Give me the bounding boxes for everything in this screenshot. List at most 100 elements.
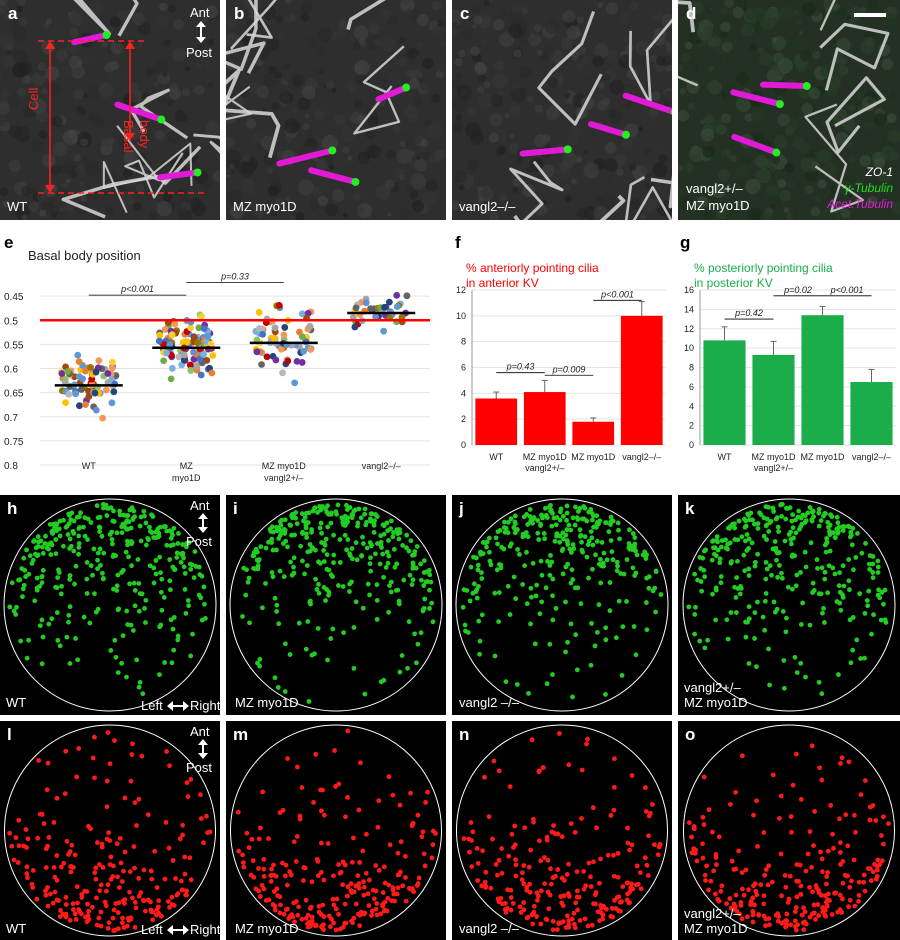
cilium-dot — [776, 529, 781, 534]
cilium-dot — [837, 589, 843, 595]
cilium-dot — [736, 518, 742, 524]
cilium-dot — [810, 580, 816, 586]
cilium-dot — [164, 749, 170, 754]
cilium-dot — [159, 576, 165, 582]
cilium-dot — [748, 899, 754, 905]
cilium-dot — [58, 864, 64, 870]
cilium-dot — [263, 581, 268, 586]
cilium-dot — [620, 624, 626, 630]
cilium-dot — [246, 845, 252, 851]
cilium-dot — [710, 539, 715, 544]
cilium-dot — [360, 605, 366, 611]
cilium-dot — [871, 612, 876, 618]
cilium-dot — [816, 913, 822, 919]
cilium-dot — [845, 843, 851, 849]
cilium-dot — [146, 537, 151, 543]
cilium-dot — [66, 619, 71, 625]
cilium-dot — [309, 914, 315, 920]
cilium-dot — [115, 926, 121, 932]
data-point — [393, 303, 401, 311]
cilium-dot — [737, 591, 743, 597]
cilium-dot — [269, 536, 275, 542]
cilium-dot — [24, 655, 30, 661]
cilium-dot — [124, 608, 130, 614]
cilium-dot — [106, 920, 112, 926]
cilium-dot — [388, 579, 394, 585]
cilium-dot — [555, 831, 561, 837]
x-tick-label: vangl2–/– — [622, 452, 661, 462]
cilium-dot — [403, 898, 409, 904]
cilium-dot — [852, 903, 858, 909]
cilium-dot — [170, 858, 176, 863]
cilium-dot — [568, 821, 574, 827]
cilium-dot — [716, 834, 722, 840]
cilium-dot — [374, 582, 380, 588]
cilium-dot — [119, 879, 125, 884]
cilium-dot — [260, 605, 265, 611]
cilium-dot — [382, 880, 388, 886]
cilium-dot — [530, 560, 536, 566]
cilium-dot — [19, 566, 25, 571]
data-point — [78, 386, 85, 393]
cilium-dot — [832, 890, 837, 896]
cilium-dot — [526, 864, 532, 870]
cilium-dot — [514, 682, 520, 687]
cilium-dot — [807, 884, 812, 890]
cilium-dot — [717, 556, 723, 562]
cilium-dot — [560, 903, 566, 908]
cilium-dot — [405, 665, 410, 671]
cilium-dot — [531, 515, 537, 520]
cilium-dot — [593, 901, 598, 907]
cilium-dot — [525, 534, 531, 540]
cilium-dot — [61, 543, 66, 549]
x-tick-label: vangl2+/– — [754, 463, 793, 473]
cilium-dot — [419, 577, 424, 583]
cilium-dot — [794, 894, 800, 900]
cilium-dot — [134, 823, 139, 828]
cilium-dot — [779, 501, 785, 507]
cilium-dot — [57, 643, 63, 649]
data-point — [204, 332, 212, 340]
cilium-dot — [508, 516, 514, 522]
cilium-dot — [141, 508, 147, 514]
cilium-dot — [750, 919, 756, 925]
cilium-dot — [263, 545, 269, 551]
cilium-dot — [186, 603, 192, 609]
cilium-dot — [496, 858, 502, 863]
cilium-dot — [862, 655, 867, 661]
cilium-dot — [774, 557, 779, 563]
cilium-dot — [126, 519, 132, 525]
cilium-dot — [75, 900, 80, 906]
cilium-dot — [738, 583, 743, 589]
axis-ant-label-l: Ant — [190, 724, 210, 739]
cilium-dot — [180, 542, 185, 547]
cilium-dot — [592, 643, 598, 649]
cilium-dot — [529, 737, 535, 743]
cilium-dot — [126, 554, 131, 560]
cilium-dot — [778, 793, 784, 799]
cilium-dot — [340, 859, 346, 865]
cilium-dot — [521, 907, 527, 913]
cilium-dot — [762, 598, 768, 604]
cilium-dot — [151, 535, 156, 540]
cilium-dot — [611, 852, 616, 858]
ant-post-arrow-icon — [198, 513, 208, 533]
cilium-dot — [560, 571, 566, 577]
cilium-dot — [619, 672, 625, 678]
data-point — [160, 357, 168, 365]
cilium-dot — [805, 851, 811, 857]
cilium-dot — [868, 878, 874, 884]
cilium-dot — [137, 523, 143, 529]
cilium-dot — [319, 530, 325, 536]
cilium-dot — [117, 512, 123, 518]
cilium-dot — [119, 660, 125, 666]
basal-body — [772, 148, 781, 157]
cilium-dot — [374, 616, 380, 622]
cilium-dot — [807, 622, 813, 628]
cilium-dot — [277, 894, 283, 900]
cilium-dot — [535, 530, 541, 536]
cilium-dot — [590, 566, 595, 572]
cilium-dot — [166, 845, 172, 851]
cilium-dot — [560, 919, 566, 925]
cilium-dot — [772, 539, 778, 544]
